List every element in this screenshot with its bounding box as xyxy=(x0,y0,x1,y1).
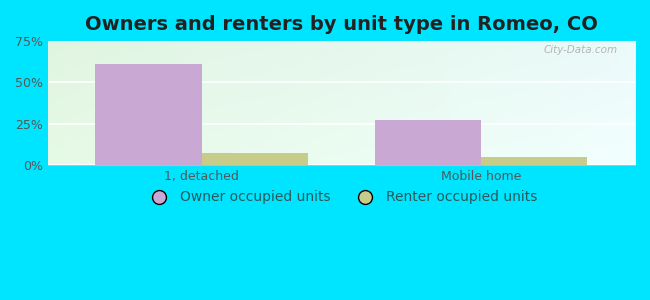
Legend: Owner occupied units, Renter occupied units: Owner occupied units, Renter occupied un… xyxy=(140,185,543,210)
Bar xyxy=(96,64,202,165)
Bar xyxy=(202,153,308,165)
Bar xyxy=(375,120,481,165)
Bar xyxy=(481,157,588,165)
Title: Owners and renters by unit type in Romeo, CO: Owners and renters by unit type in Romeo… xyxy=(85,15,598,34)
Text: City-Data.com: City-Data.com xyxy=(543,45,618,55)
